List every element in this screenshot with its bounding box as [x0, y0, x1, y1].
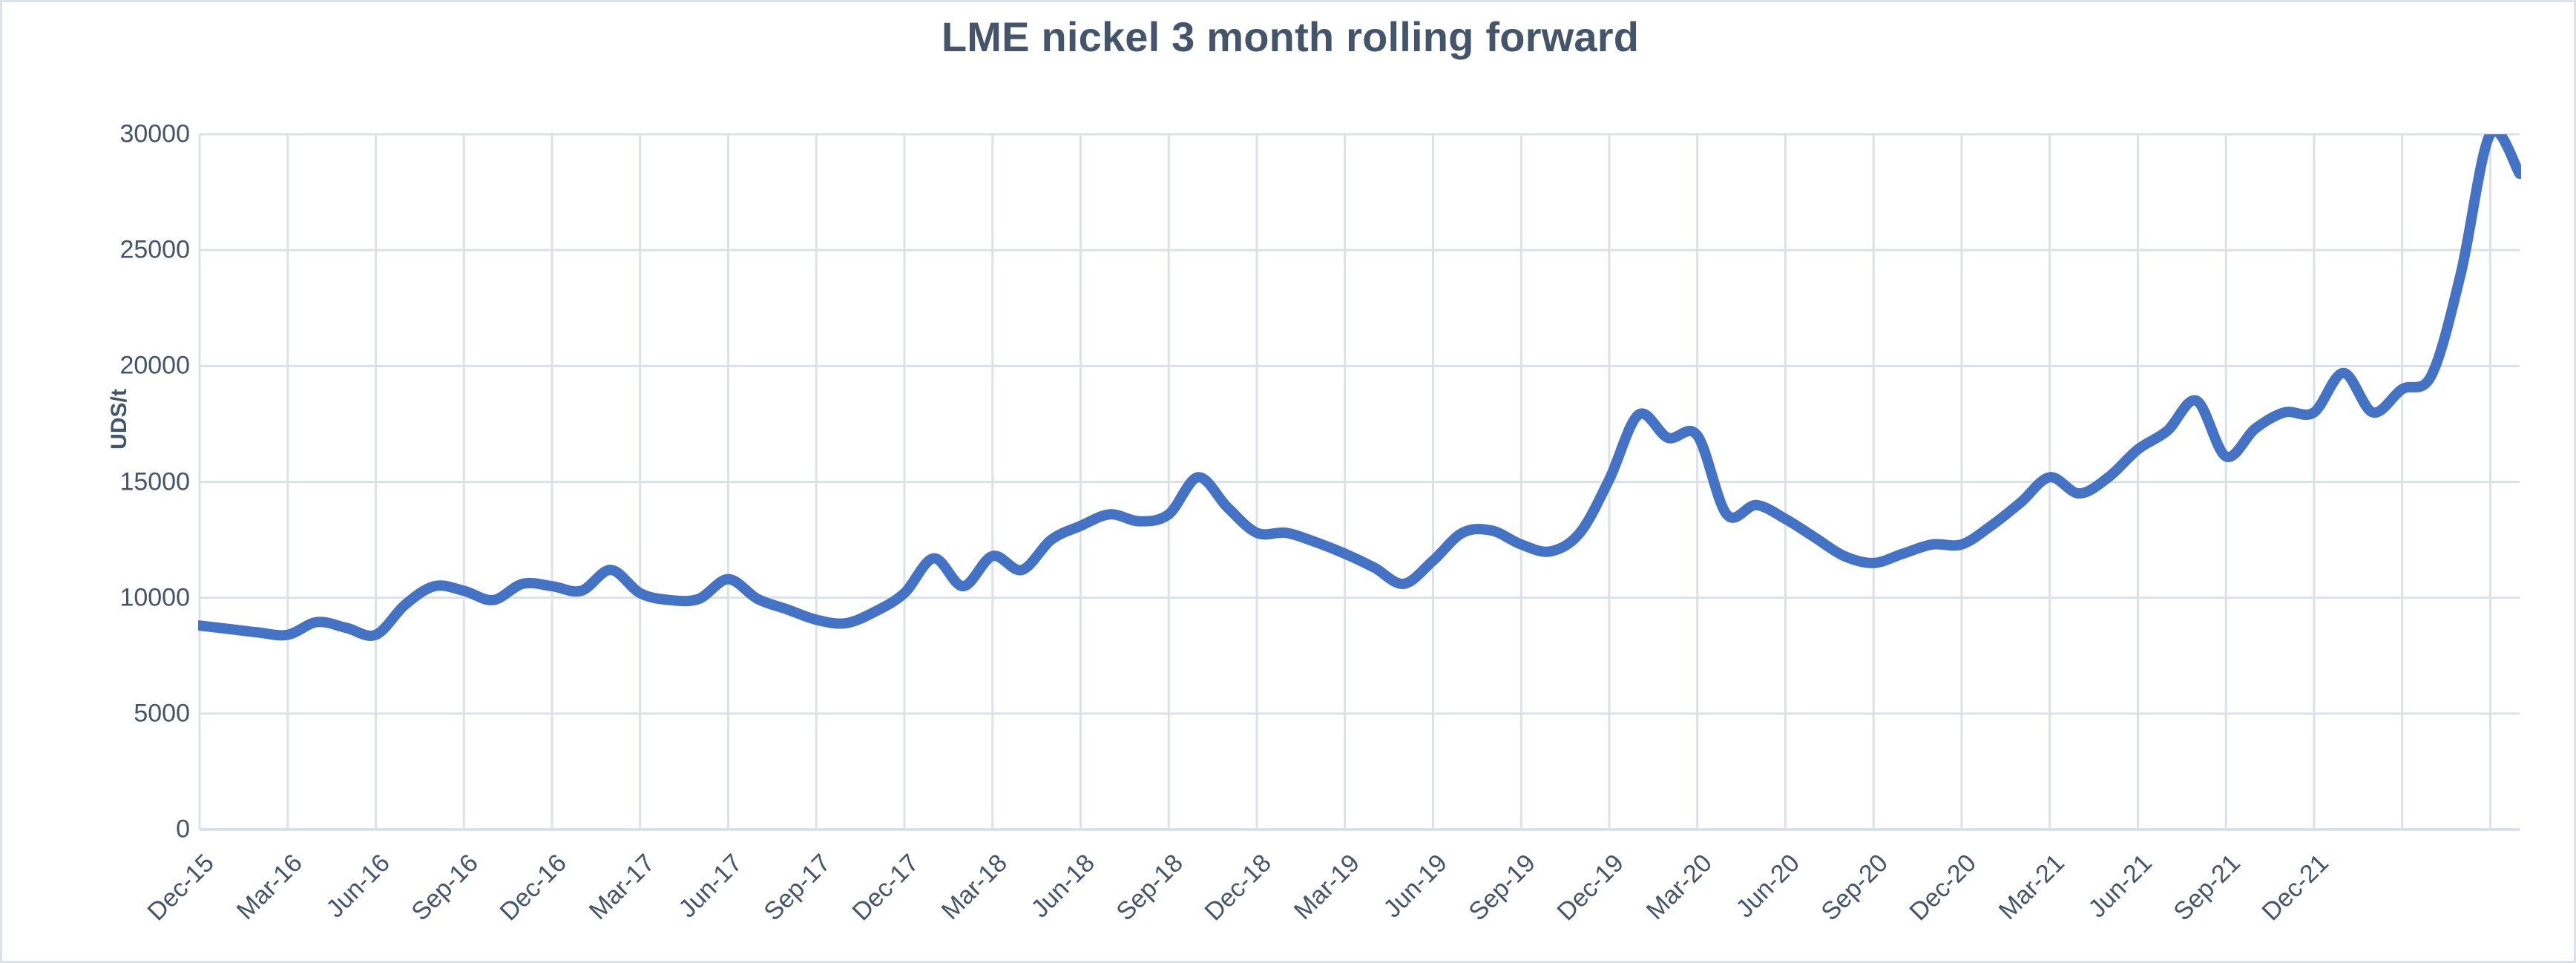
y-tick-label: 0 — [176, 815, 190, 844]
data-series-line — [198, 134, 2521, 641]
y-tick-label: 10000 — [119, 583, 190, 612]
y-tick-label: 20000 — [119, 351, 190, 380]
y-tick-label: 30000 — [119, 119, 190, 148]
chart-title: LME nickel 3 month rolling forward — [941, 13, 1640, 60]
y-axis-tick-labels: 0 5000 10000 15000 20000 25000 30000 — [30, 2, 190, 961]
y-tick-label: 5000 — [134, 699, 190, 728]
y-tick-label: 25000 — [119, 235, 190, 264]
y-tick-label: 15000 — [119, 467, 190, 496]
